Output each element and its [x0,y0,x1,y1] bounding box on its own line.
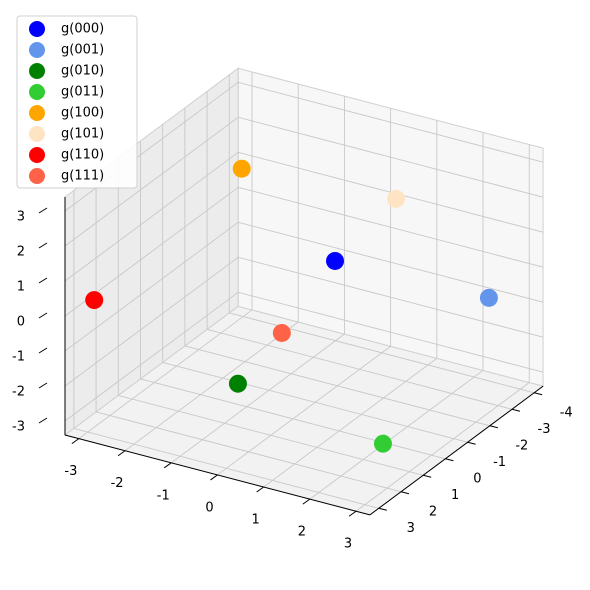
y-tick-label: 1 [451,488,459,503]
grid-line [238,221,544,303]
legend-label: g(001) [61,43,104,58]
z-tick [38,417,48,424]
z-tick-label: 1 [17,280,25,295]
grid-line [217,345,391,476]
x-tick-label: -3 [64,464,77,479]
x-tick-label: 2 [298,525,306,540]
legend-label: g(101) [61,127,104,142]
legend-marker [29,63,45,79]
x-tick-label: 3 [344,537,352,552]
z-tick-label: -3 [12,420,25,435]
point [387,189,406,208]
legend-marker [29,147,45,163]
point [326,251,345,270]
grid-line [263,357,438,488]
legend-marker [29,105,45,121]
z-tick [38,242,48,249]
x-tick [210,474,218,481]
grid-line [184,345,490,427]
legend-marker [29,21,45,37]
point [479,288,498,307]
x-tick [256,486,264,493]
grid-line [118,394,424,476]
legend-marker [29,126,45,142]
z-tick [38,382,48,389]
grid-line [78,309,253,439]
grid-line [206,328,513,410]
y-tick-label: 0 [473,471,481,486]
grid-line [95,411,402,493]
z-tick [38,277,48,284]
x-tick-label: -1 [157,488,170,503]
y-tick-label: -3 [538,422,551,437]
legend: g(000) g(001) g(010) g(011) g(100) g(101) g(11… [16,15,138,189]
grid-line [162,361,468,443]
y-tick [423,474,432,478]
grid-line [170,333,345,464]
y-tick [445,458,454,462]
y-axis [369,385,544,516]
x-tick [163,462,172,469]
legend-label: g(110) [61,148,104,163]
y-tick-label: -2 [515,438,528,453]
legend-label: g(011) [61,85,104,100]
grid-line [238,81,544,163]
x-axis [64,434,371,516]
y-tick-label: -1 [493,455,506,470]
z-tick-label: 2 [17,245,25,260]
grid-line [64,116,239,247]
x-tick [302,498,311,505]
grid-line [64,256,239,387]
legend-label: g(100) [61,106,104,121]
point [232,159,251,178]
point [85,291,104,310]
y-tick [400,491,410,495]
grid-line [124,321,299,452]
y-tick [378,507,387,511]
point [228,374,247,393]
y-tick [467,441,476,445]
grid-line [238,256,544,338]
grid-line [64,221,239,352]
grid-line [309,370,484,500]
legend-label: g(000) [61,22,104,37]
z-tick-label: 0 [17,315,25,330]
legend-label: g(010) [61,64,104,79]
legend-marker [29,84,45,100]
y-tick [489,425,498,429]
grid-line [64,151,239,282]
grid-line [238,291,544,373]
x-tick-label: 0 [205,500,213,515]
z-tick [38,207,48,214]
y-tick-label: 3 [407,521,415,536]
legend-label: g(111) [61,169,104,184]
y-tick [534,392,543,396]
grid-line [355,382,530,512]
y-tick-label: -4 [560,405,573,420]
grid-line [64,291,239,422]
grid-line [140,378,446,460]
grid-line [73,427,379,509]
x-tick [71,438,80,445]
point [373,434,392,453]
legend-marker [29,168,45,184]
x-tick [117,450,126,457]
grid-line [238,116,544,198]
y-tick-label: 2 [429,504,437,519]
legend-marker [29,42,45,58]
point [272,323,291,342]
z-tick-label: 3 [17,210,25,225]
x-tick [348,510,357,517]
grid-line [64,81,239,212]
z-tick [38,312,48,319]
z-tick-label: -2 [12,385,25,400]
y-tick [511,408,521,412]
x-tick-label: 1 [252,513,260,528]
legend-box [16,15,138,189]
z-tick-label: -1 [12,350,25,365]
z-tick [38,347,48,354]
grid-line [238,186,544,268]
x-tick-label: -2 [111,476,124,491]
